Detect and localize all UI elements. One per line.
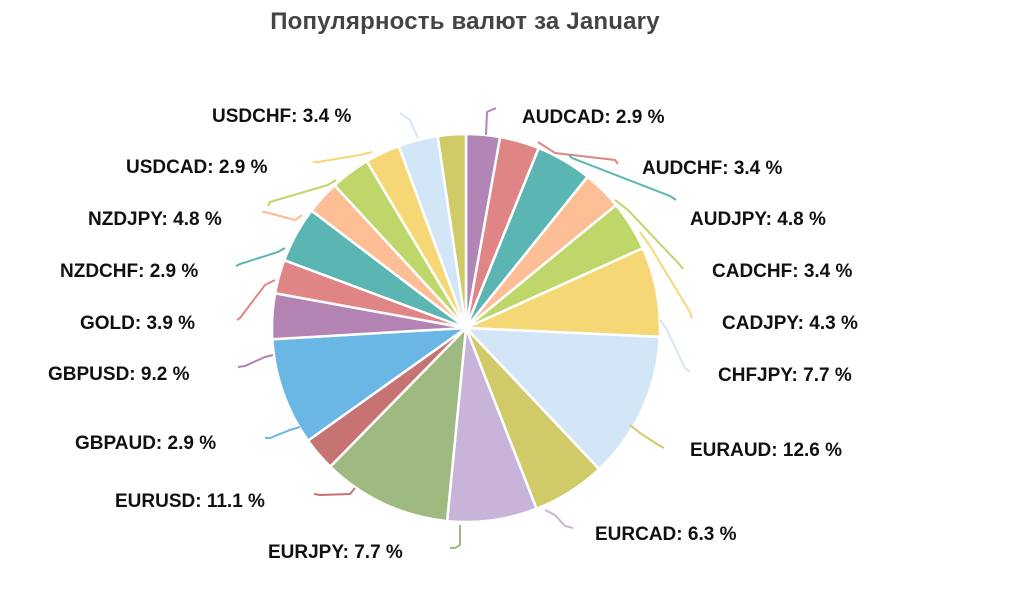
slice-label-eurjpy: EURJPY: 7.7 %	[268, 542, 403, 563]
leader-line-euraud	[629, 424, 665, 449]
leader-line-chfjpy	[659, 319, 691, 373]
pie-slice-euraud[interactable]	[464, 326, 662, 471]
leader-line-gbpusd	[237, 354, 274, 368]
slice-label-usdchf: USDCHF: 3.4 %	[212, 106, 351, 127]
slice-label-cadchf: CADCHF: 3.4 %	[712, 261, 853, 282]
leader-line-audchf	[537, 141, 619, 165]
leader-lines	[235, 107, 693, 549]
leader-line-audcad	[485, 107, 497, 136]
leader-line-nzdchf	[235, 247, 286, 267]
pie-slice-extra3[interactable]	[436, 132, 468, 330]
slice-label-audcad: AUDCAD: 2.9 %	[522, 107, 665, 128]
slice-label-usdcad: USDCAD: 2.9 %	[126, 157, 268, 178]
slice-labels: AUDCAD: 2.9 % AUDCHF: 3.4 % AUDJPY: 4.8 % C…	[48, 106, 858, 563]
leader-line-gbpaud	[265, 426, 301, 439]
slice-label-audchf: AUDCHF: 3.4 %	[642, 158, 783, 179]
leader-line-extra	[399, 112, 419, 139]
leader-line-eurjpy	[450, 525, 461, 549]
leader-line-eurusd	[313, 487, 356, 497]
leader-line-usdcad	[267, 179, 337, 207]
leader-line-audjpy	[568, 154, 677, 201]
leader-line-gold	[236, 279, 276, 321]
leader-line-cadchf	[614, 199, 684, 270]
leader-line-nzdjpy	[262, 211, 303, 222]
slice-label-gold: GOLD: 3.9 %	[80, 313, 195, 334]
leader-line-usdchf	[313, 151, 373, 163]
pie-slice-gbpusd[interactable]	[271, 326, 468, 442]
slice-label-nzdjpy: NZDJPY: 4.8 %	[88, 209, 222, 230]
slice-label-gbpaud: GBPAUD: 2.9 %	[75, 433, 216, 454]
pie-slices	[270, 132, 662, 524]
slice-label-nzdchf: NZDCHF: 2.9 %	[60, 261, 198, 282]
slice-label-chfjpy: CHFJPY: 7.7 %	[718, 365, 852, 386]
chart-title: Популярность валют за January	[270, 8, 660, 35]
slice-label-euraud: EURAUD: 12.6 %	[690, 440, 842, 461]
slice-label-eurusd: EURUSD: 11.1 %	[115, 491, 265, 512]
slice-label-cadjpy: CADJPY: 4.3 %	[722, 313, 858, 334]
slice-label-eurcad: EURCAD: 6.3 %	[595, 524, 737, 545]
slice-label-gbpusd: GBPUSD: 9.2 %	[48, 364, 190, 385]
leader-line-eurcad	[544, 509, 574, 529]
leader-line-cadjpy	[639, 231, 693, 319]
slice-label-audjpy: AUDJPY: 4.8 %	[690, 209, 826, 230]
pie-slice-eurusd[interactable]	[329, 326, 468, 523]
